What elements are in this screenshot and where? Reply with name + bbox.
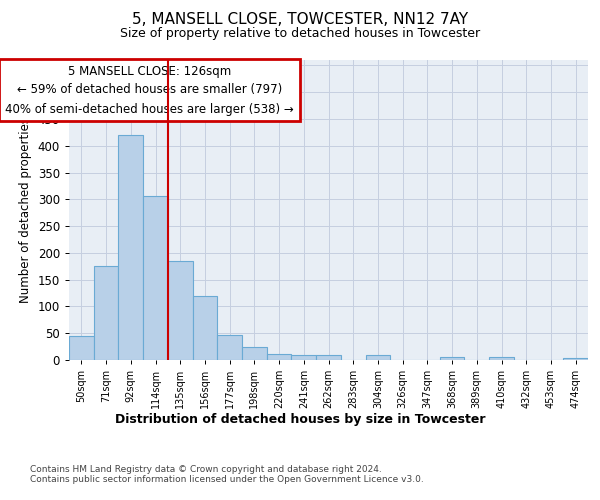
Text: 5 MANSELL CLOSE: 126sqm
← 59% of detached houses are smaller (797)
40% of semi-d: 5 MANSELL CLOSE: 126sqm ← 59% of detache… xyxy=(5,64,294,116)
Text: 5, MANSELL CLOSE, TOWCESTER, NN12 7AY: 5, MANSELL CLOSE, TOWCESTER, NN12 7AY xyxy=(132,12,468,28)
Bar xyxy=(118,135,143,360)
Bar xyxy=(217,336,242,360)
Bar xyxy=(563,358,588,360)
Bar xyxy=(242,346,267,360)
Bar xyxy=(143,196,168,360)
Bar xyxy=(365,354,390,360)
Bar xyxy=(94,266,118,360)
Bar xyxy=(193,296,217,360)
Text: Contains HM Land Registry data © Crown copyright and database right 2024.
Contai: Contains HM Land Registry data © Crown c… xyxy=(30,465,424,484)
Text: Distribution of detached houses by size in Towcester: Distribution of detached houses by size … xyxy=(115,412,485,426)
Bar xyxy=(440,358,464,360)
Bar xyxy=(489,358,514,360)
Bar xyxy=(69,336,94,360)
Text: Size of property relative to detached houses in Towcester: Size of property relative to detached ho… xyxy=(120,28,480,40)
Bar xyxy=(292,354,316,360)
Bar xyxy=(168,262,193,360)
Y-axis label: Number of detached properties: Number of detached properties xyxy=(19,117,32,303)
Bar xyxy=(316,354,341,360)
Bar xyxy=(267,354,292,360)
